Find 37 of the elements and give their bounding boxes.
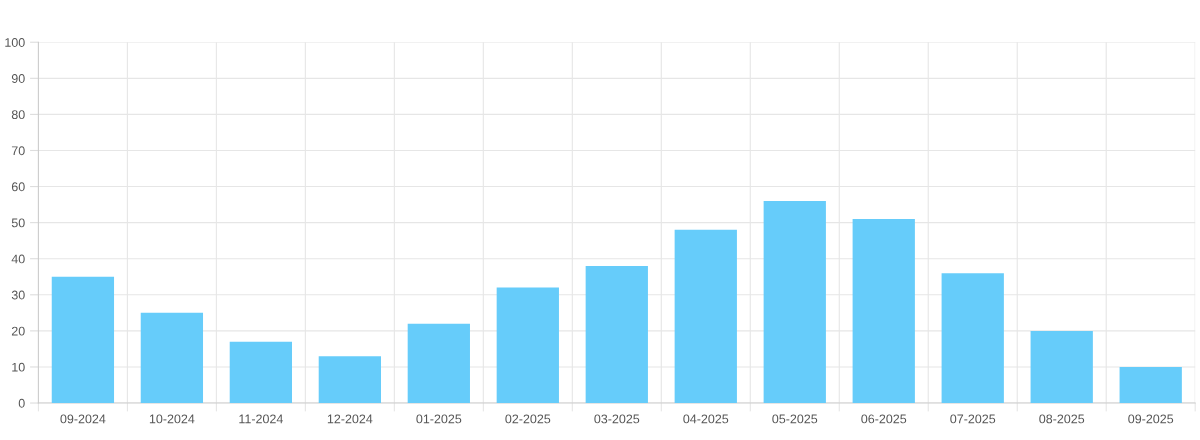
y-tick-label: 80: [11, 110, 25, 120]
x-tick-label: 01-2025: [416, 414, 462, 424]
y-tick-label: 20: [11, 326, 25, 336]
y-tick-label: 100: [5, 38, 25, 47]
bar: [140, 312, 204, 404]
x-tick-label: 08-2025: [1039, 414, 1085, 424]
bar: [852, 219, 915, 404]
y-tick-label: 40: [11, 254, 25, 264]
bar: [1030, 330, 1093, 404]
x-tick-label: 10-2024: [149, 414, 195, 424]
x-tick-label: 06-2025: [861, 414, 907, 424]
x-tick-label: 02-2025: [505, 414, 551, 424]
bar: [585, 265, 648, 404]
y-tick-label: 0: [18, 398, 25, 408]
y-tick-label: 30: [11, 290, 25, 300]
bar: [318, 356, 381, 404]
bar: [1119, 366, 1182, 404]
bar: [407, 323, 470, 404]
y-tick-label: 60: [11, 182, 25, 192]
bar: [496, 287, 559, 404]
bar: [229, 341, 293, 404]
x-tick-label: 04-2025: [683, 414, 729, 424]
x-tick-label: 05-2025: [772, 414, 818, 424]
bar: [51, 276, 115, 404]
x-tick-label: 09-2024: [60, 414, 106, 424]
x-tick-label: 03-2025: [594, 414, 640, 424]
bar: [941, 273, 1004, 404]
x-tick-label: 11-2024: [239, 414, 283, 424]
bar: [674, 229, 737, 404]
y-tick-label: 50: [11, 218, 25, 228]
y-tick-label: 70: [11, 146, 25, 156]
y-tick-label: 90: [11, 74, 25, 83]
y-tick-label: 10: [12, 362, 25, 372]
x-tick-label: 07-2025: [950, 414, 996, 424]
x-tick-label: 09-2025: [1128, 414, 1174, 424]
x-tick-label: 12-2024: [327, 414, 373, 424]
bar: [763, 200, 826, 404]
